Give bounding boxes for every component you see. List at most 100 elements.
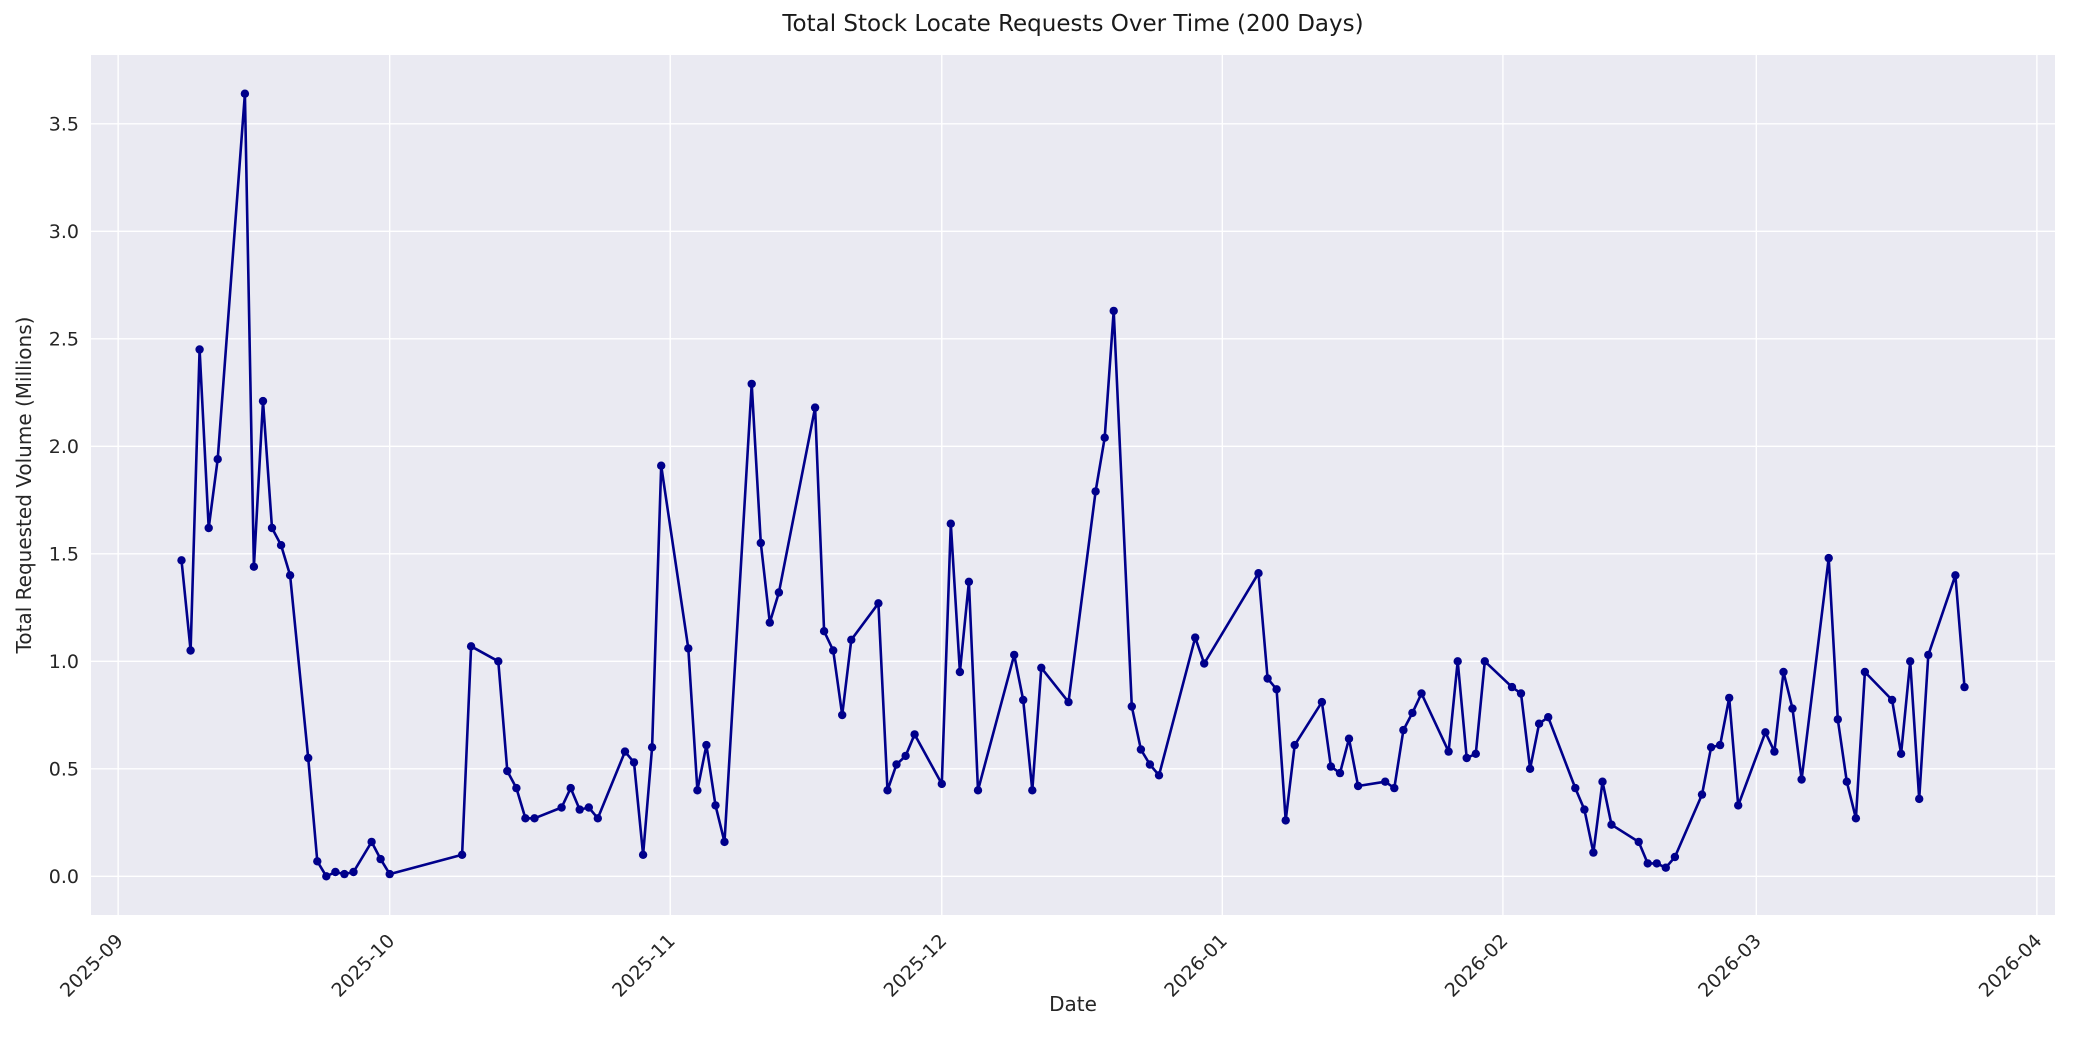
- data-point: [1127, 702, 1137, 711]
- data-point: [1797, 775, 1806, 784]
- data-point: [1290, 740, 1299, 750]
- data-point: [1951, 571, 1960, 580]
- data-point: [620, 747, 630, 756]
- data-point: [657, 461, 666, 470]
- data-point: [1544, 713, 1553, 722]
- data-line: [180, 92, 1966, 878]
- data-point: [765, 618, 774, 627]
- data-point: [340, 869, 349, 879]
- data-point: [1480, 657, 1490, 666]
- data-point: [1706, 743, 1716, 752]
- x-tick-label: 2026-04: [1975, 930, 2047, 1002]
- data-point: [1263, 674, 1272, 683]
- data-point: [684, 644, 693, 653]
- data-point: [1019, 695, 1028, 705]
- data-point: [1091, 487, 1100, 496]
- data-point: [1770, 747, 1779, 756]
- data-point: [1444, 747, 1453, 756]
- x-tick-label: 2026-03: [1694, 930, 1766, 1002]
- x-tick-label: 2026-01: [1160, 930, 1232, 1002]
- data-point: [1842, 777, 1852, 786]
- y-tick-label: 3.0: [49, 221, 79, 243]
- data-point: [1887, 695, 1897, 705]
- data-point: [584, 803, 593, 812]
- data-point: [1598, 777, 1607, 786]
- y-axis-label: Total Requested Volume (Millions): [12, 316, 36, 654]
- x-tick-label: 2025-09: [56, 930, 128, 1002]
- data-point: [240, 89, 250, 98]
- y-tick-label: 3.5: [49, 113, 79, 135]
- data-point: [774, 588, 784, 597]
- data-point: [1471, 749, 1481, 758]
- x-axis-label: Date: [1049, 992, 1097, 1016]
- data-point: [910, 730, 919, 739]
- data-point: [1851, 814, 1861, 823]
- data-point: [457, 850, 467, 859]
- data-point: [186, 646, 195, 655]
- data-point: [1516, 689, 1526, 698]
- data-point: [964, 577, 974, 586]
- data-point: [313, 857, 322, 866]
- data-point: [1399, 725, 1408, 735]
- y-tick-label: 2.0: [49, 436, 79, 458]
- data-point: [1281, 816, 1290, 825]
- data-point: [1915, 794, 1924, 804]
- data-point: [1381, 777, 1390, 786]
- data-point: [973, 786, 983, 795]
- data-point: [1390, 783, 1399, 793]
- data-point: [1779, 667, 1788, 677]
- data-point: [747, 379, 756, 389]
- data-point: [1534, 719, 1544, 728]
- data-point: [1725, 693, 1734, 703]
- data-point: [1462, 753, 1471, 763]
- data-point: [1670, 852, 1680, 862]
- data-point: [1525, 764, 1535, 773]
- data-point: [249, 562, 259, 571]
- data-point: [1272, 685, 1281, 694]
- data-point: [720, 837, 729, 847]
- data-point: [1734, 801, 1743, 810]
- data-point: [575, 805, 584, 814]
- data-point: [530, 814, 539, 823]
- data-point: [1507, 682, 1517, 692]
- data-point: [1317, 697, 1327, 707]
- data-point: [1010, 650, 1019, 660]
- data-point: [711, 801, 720, 810]
- data-point: [1580, 805, 1589, 814]
- data-point: [322, 872, 331, 881]
- data-point: [1571, 783, 1580, 793]
- data-point: [466, 642, 476, 651]
- data-point: [756, 538, 765, 548]
- data-point: [1326, 762, 1336, 771]
- data-point: [829, 646, 838, 655]
- data-point: [1761, 728, 1770, 737]
- data-point: [1200, 659, 1209, 668]
- data-point: [304, 753, 313, 763]
- data-point: [1589, 848, 1598, 857]
- data-point: [1643, 859, 1652, 868]
- data-point: [276, 541, 286, 550]
- data-point: [1860, 667, 1870, 677]
- chart-title: Total Stock Locate Requests Over Time (2…: [782, 11, 1364, 37]
- data-point: [376, 854, 385, 864]
- data-point: [267, 523, 277, 533]
- plot-background: [91, 55, 2055, 915]
- data-point: [1906, 657, 1915, 666]
- data-point: [1824, 553, 1833, 563]
- x-tick-label: 2025-10: [328, 930, 400, 1002]
- data-point: [937, 779, 946, 789]
- data-point: [1788, 704, 1797, 713]
- data-point: [638, 850, 648, 859]
- data-point: [385, 869, 394, 879]
- data-point: [702, 740, 711, 750]
- data-point: [1607, 820, 1616, 829]
- data-point: [213, 455, 222, 464]
- data-point: [946, 519, 955, 528]
- data-point: [892, 760, 901, 769]
- data-point: [847, 635, 856, 644]
- data-point: [521, 814, 530, 823]
- data-point: [1453, 657, 1462, 666]
- data-point: [177, 556, 186, 565]
- data-point: [1408, 708, 1417, 718]
- data-point: [1924, 650, 1933, 660]
